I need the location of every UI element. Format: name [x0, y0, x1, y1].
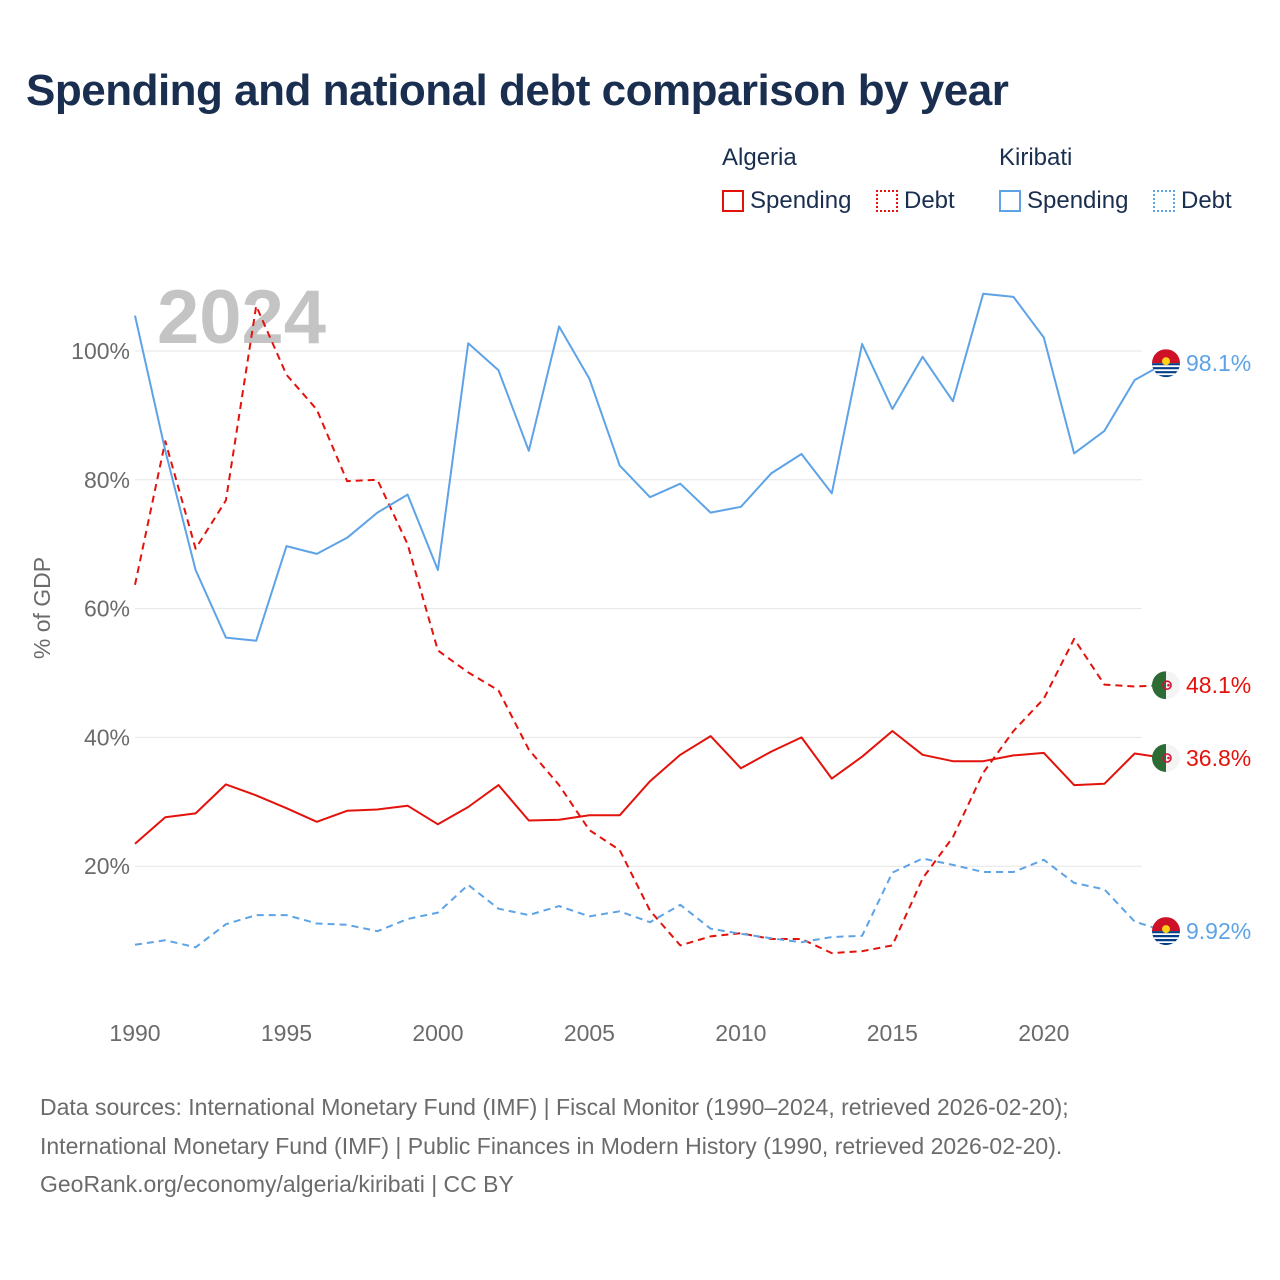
line-chart: 2024 20% 40% 60% 80% 100% 1990 1995 2000 2005 20…	[29, 275, 1251, 1046]
x-axis-ticks: 1990 1995 2000 2005 2010 2015 2020	[109, 1020, 1069, 1046]
footer: Data sources: International Monetary Fun…	[40, 1088, 1069, 1204]
x-tick-label: 2005	[564, 1020, 615, 1046]
series-line-algeria-debt	[134, 304, 1166, 955]
y-tick-label: 20%	[84, 853, 130, 879]
flag-star	[1167, 683, 1170, 687]
footer-attribution-link[interactable]: GeoRank.org/economy/algeria/kiribati | C…	[40, 1171, 514, 1197]
flag-white-half	[1166, 671, 1180, 700]
flag-white-half	[1166, 744, 1180, 772]
y-tick-label: 60%	[84, 596, 130, 622]
flag-sun	[1162, 357, 1170, 366]
end-markers: 36.8% 48.1% 98.1% 9.92%	[1152, 349, 1251, 946]
kiribati-flag-icon	[1152, 349, 1180, 378]
y-tick-label: 80%	[84, 467, 130, 493]
series-line-algeria-spending	[134, 730, 1166, 845]
legend-group-kiribati: Kiribati	[999, 144, 1073, 171]
legend-swatch-solid-red	[722, 190, 744, 212]
series-line-kiribati-spending	[134, 292, 1166, 642]
x-tick-label: 2010	[715, 1020, 766, 1046]
legend-swatch-dotted-blue	[1153, 190, 1175, 212]
legend-label: Debt	[904, 187, 955, 214]
legend-item-kiribati-debt[interactable]: Debt	[1153, 186, 1232, 216]
flag-sun	[1162, 925, 1170, 934]
year-watermark: 2024	[157, 275, 326, 360]
flag-star	[1167, 756, 1170, 760]
footer-source-2: International Monetary Fund (IMF) | Publ…	[40, 1132, 1063, 1159]
gridlines	[135, 350, 1142, 867]
chart-title: Spending and national debt comparison by…	[26, 66, 1009, 115]
algeria-flag-icon	[1152, 744, 1180, 772]
legend-item-algeria-spending[interactable]: Spending	[722, 186, 851, 216]
flag-crescent	[1162, 680, 1172, 691]
y-axis-ticks: 20% 40% 60% 80% 100%	[71, 338, 130, 879]
y-axis-label: % of GDP	[29, 557, 55, 659]
flag-green-half	[1152, 671, 1166, 700]
legend-swatch-solid-blue	[999, 190, 1021, 212]
x-tick-label: 2000	[412, 1020, 463, 1046]
flag-red-top	[1152, 349, 1180, 364]
legend-swatch-dotted-red	[876, 190, 898, 212]
flag-red-top	[1152, 917, 1180, 932]
kiribati-flag-icon	[1152, 917, 1180, 946]
legend-item-algeria-debt[interactable]: Debt	[876, 186, 955, 216]
series-line-kiribati-debt	[134, 857, 1166, 949]
x-tick-label: 1995	[261, 1020, 312, 1046]
flag-crescent	[1162, 753, 1172, 763]
series-lines	[134, 292, 1166, 955]
x-tick-label: 1990	[109, 1020, 160, 1046]
x-tick-label: 2015	[867, 1020, 918, 1046]
y-tick-label: 100%	[71, 338, 130, 364]
end-value-label: 36.8%	[1186, 745, 1251, 771]
legend-item-kiribati-spending[interactable]: Spending	[999, 186, 1128, 216]
legend-label: Spending	[750, 187, 852, 214]
algeria-flag-icon	[1152, 671, 1180, 700]
end-value-label: 9.92%	[1186, 918, 1251, 944]
end-value-label: 98.1%	[1186, 350, 1251, 376]
legend-group-algeria: Algeria	[722, 144, 797, 171]
y-tick-label: 40%	[84, 724, 130, 750]
flag-green-half	[1152, 744, 1166, 772]
end-value-label: 48.1%	[1186, 672, 1251, 698]
footer-source-1: Data sources: International Monetary Fun…	[40, 1094, 1069, 1120]
x-tick-label: 2020	[1018, 1020, 1069, 1046]
legend-label: Spending	[1027, 187, 1129, 214]
legend-label: Debt	[1181, 187, 1232, 214]
